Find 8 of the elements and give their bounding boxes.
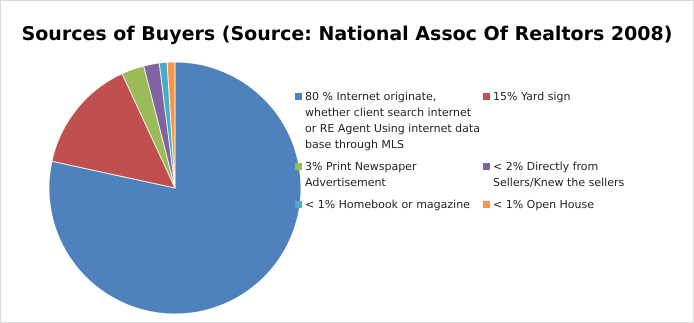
legend-label: 3% Print Newspaper Advertisement [305, 160, 417, 189]
pie-slice [48, 62, 302, 314]
legend-label: 15% Yard sign [493, 90, 570, 103]
chart-title: Sources of Buyers (Source: National Assoc Of Realtors 2008) [22, 23, 672, 45]
legend-label: < 1% Homebook or magazine [305, 198, 470, 211]
legend-label: < 1% Open House [493, 198, 594, 211]
legend-label: 80 % Internet originate, whether client search internet or RE Agent Using internet data base through MLS [305, 90, 480, 151]
legend-label: < 2% Directly from Sellers/Knew the sellers [493, 160, 624, 189]
